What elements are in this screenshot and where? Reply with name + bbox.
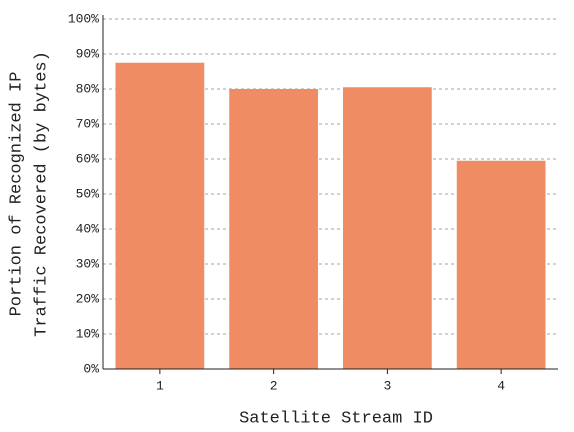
y-tick-label: 80% bbox=[76, 81, 100, 96]
bar bbox=[343, 87, 432, 369]
x-tick-label: 2 bbox=[270, 378, 278, 393]
y-tick-label: 90% bbox=[76, 46, 100, 61]
y-tick-label: 70% bbox=[76, 116, 100, 131]
y-tick-label: 50% bbox=[76, 186, 100, 201]
y-tick-label: 30% bbox=[76, 256, 100, 271]
y-axis-label: Portion of Recognized IP bbox=[7, 72, 26, 317]
y-tick-label: 100% bbox=[68, 11, 99, 26]
x-tick-label: 3 bbox=[383, 378, 391, 393]
y-tick-label: 10% bbox=[76, 326, 100, 341]
bar bbox=[456, 160, 546, 369]
y-axis-label: Traffic Recovered (by bytes) bbox=[32, 51, 51, 337]
y-tick-label: 40% bbox=[76, 221, 100, 236]
bar bbox=[115, 62, 205, 369]
y-tick-label: 20% bbox=[76, 291, 100, 306]
x-tick-label: 1 bbox=[156, 378, 164, 393]
y-tick-label: 60% bbox=[76, 151, 100, 166]
y-tick-label: 0% bbox=[83, 361, 99, 376]
x-axis-label: Satellite Stream ID bbox=[239, 409, 433, 428]
bar bbox=[229, 89, 318, 369]
x-tick-label: 4 bbox=[497, 378, 505, 393]
